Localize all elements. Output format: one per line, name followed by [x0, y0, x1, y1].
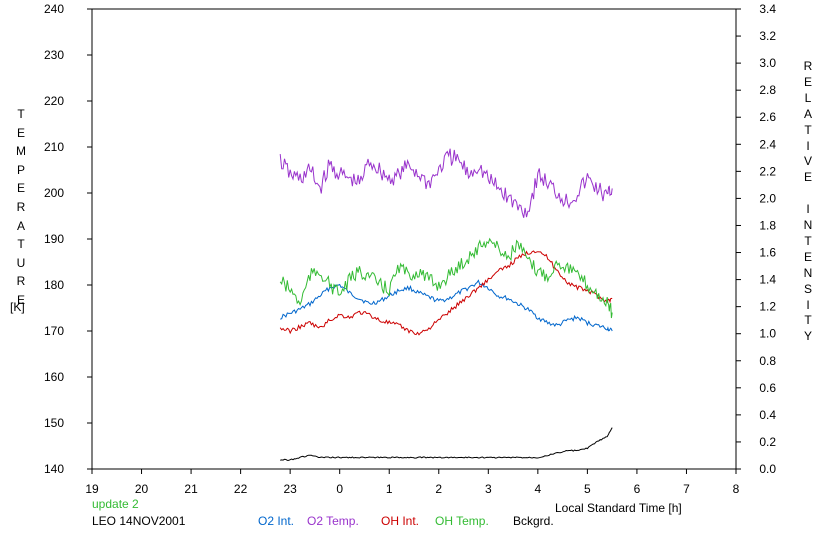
left-tick-label: 180	[44, 278, 64, 292]
right-label-letter: Y	[803, 329, 812, 344]
right-label-letter: A	[803, 106, 812, 121]
left-label-letter: M	[16, 144, 26, 159]
left-tick-label: 220	[44, 94, 64, 108]
legend-o2-temp: O2 Temp.	[307, 514, 359, 528]
right-label-letter: I	[806, 202, 810, 217]
left-label-letter: T	[17, 237, 25, 252]
right-tick-label: 2.8	[759, 83, 776, 97]
right-label-letter: E	[803, 170, 812, 185]
plot-frame	[91, 8, 737, 470]
legend-oh-int: OH Int.	[381, 514, 420, 528]
right-tick-label: 3.0	[759, 56, 776, 70]
left-tick-label: 150	[44, 416, 64, 430]
x-tick-label: 19	[85, 482, 99, 496]
left-tick-label: 140	[44, 462, 64, 476]
right-label-letter: T	[804, 122, 812, 137]
x-tick-label: 7	[683, 482, 690, 496]
x-tick-label: 22	[234, 482, 248, 496]
left-label-letter: U	[16, 255, 26, 270]
series-line-o2-int	[280, 279, 613, 332]
right-tick-label: 2.4	[759, 137, 776, 151]
right-tick-label: 2.6	[759, 110, 776, 124]
left-axis-unit: [K]	[10, 300, 25, 314]
right-label-letter: T	[804, 233, 812, 248]
right-label-letter: I	[806, 138, 810, 153]
right-label-letter: V	[803, 154, 812, 169]
right-tick-label: 3.4	[759, 2, 776, 16]
left-axis-ticks: 140 150 160 170 180 190 200 210 220 230 240	[44, 2, 92, 476]
x-tick-label: 2	[435, 482, 442, 496]
left-label-letter: R	[16, 200, 26, 214]
series-line-o2-temp	[279, 148, 613, 218]
left-label-letter: E	[16, 293, 25, 307]
right-label-letter: R	[803, 59, 813, 73]
x-tick-label: 21	[184, 482, 198, 496]
x-tick-label: 4	[535, 482, 542, 496]
legend-o2-int: O2 Int.	[258, 514, 295, 528]
x-tick-label: 0	[336, 482, 343, 496]
x-tick-label: 6	[634, 482, 641, 496]
right-label-letter: E	[803, 249, 812, 264]
x-tick-label: 20	[135, 482, 149, 496]
series-line-bckgrd	[280, 427, 613, 461]
right-label-letter: T	[804, 313, 812, 328]
left-label-letter: A	[16, 218, 25, 233]
left-tick-label: 170	[44, 324, 64, 338]
right-tick-label: 1.4	[759, 273, 776, 287]
right-label-letter: I	[806, 297, 810, 312]
right-tick-label: 2.2	[759, 164, 776, 178]
x-tick-label: 23	[283, 482, 297, 496]
right-label-letter: L	[804, 90, 812, 105]
x-tick-label: 8	[733, 482, 740, 496]
legend-bckgrd: Bckgrd.	[513, 514, 554, 528]
right-tick-label: 0.0	[759, 462, 776, 476]
x-tick-label: 3	[485, 482, 492, 496]
left-tick-label: 160	[44, 370, 64, 384]
x-tick-label: 1	[386, 482, 393, 496]
left-label-letter: T	[17, 107, 25, 121]
x-axis-label: Local Standard Time [h]	[555, 501, 682, 515]
right-label-letter: N	[803, 265, 813, 280]
left-tick-label: 190	[44, 232, 64, 246]
left-tick-label: 200	[44, 186, 64, 200]
legend-oh-temp: OH Temp.	[435, 514, 489, 528]
right-tick-label: 0.2	[759, 435, 776, 449]
right-tick-label: 0.4	[759, 408, 776, 422]
right-tick-label: 1.0	[759, 327, 776, 341]
right-tick-label: 3.2	[759, 29, 776, 43]
left-label-letter: P	[16, 162, 25, 177]
right-tick-label: 1.8	[759, 218, 776, 232]
left-label-letter: E	[16, 125, 25, 140]
right-label-letter: S	[803, 281, 812, 296]
x-axis-ticks: 19 20 21 22 23 0 1 2 3 4 5 6 7 8	[85, 469, 740, 496]
right-label-letter: E	[803, 74, 812, 89]
series-line-oh-temp	[279, 237, 613, 319]
right-axis-ticks: 0.0 0.2 0.4 0.6 0.8 1.0 1.2 1.4 1.6 1.8 2.0 2.2 2.4 2…	[736, 2, 776, 476]
right-label-letter: N	[803, 218, 813, 232]
x-tick-label: 5	[584, 482, 591, 496]
right-tick-label: 1.6	[759, 246, 776, 260]
right-tick-label: 0.6	[759, 381, 776, 395]
right-tick-label: 2.0	[759, 191, 776, 205]
station-label: LEO 14NOV2001	[92, 514, 186, 528]
update-label: update 2	[92, 497, 139, 511]
left-tick-label: 240	[44, 2, 64, 16]
series-line-oh-int	[279, 250, 613, 336]
left-tick-label: 230	[44, 48, 64, 62]
left-label-letter: R	[16, 274, 26, 289]
left-label-letter: E	[16, 181, 25, 196]
right-tick-label: 0.8	[759, 354, 776, 368]
series-group	[279, 148, 613, 461]
left-tick-label: 210	[44, 140, 64, 154]
right-tick-label: 1.2	[759, 300, 776, 314]
